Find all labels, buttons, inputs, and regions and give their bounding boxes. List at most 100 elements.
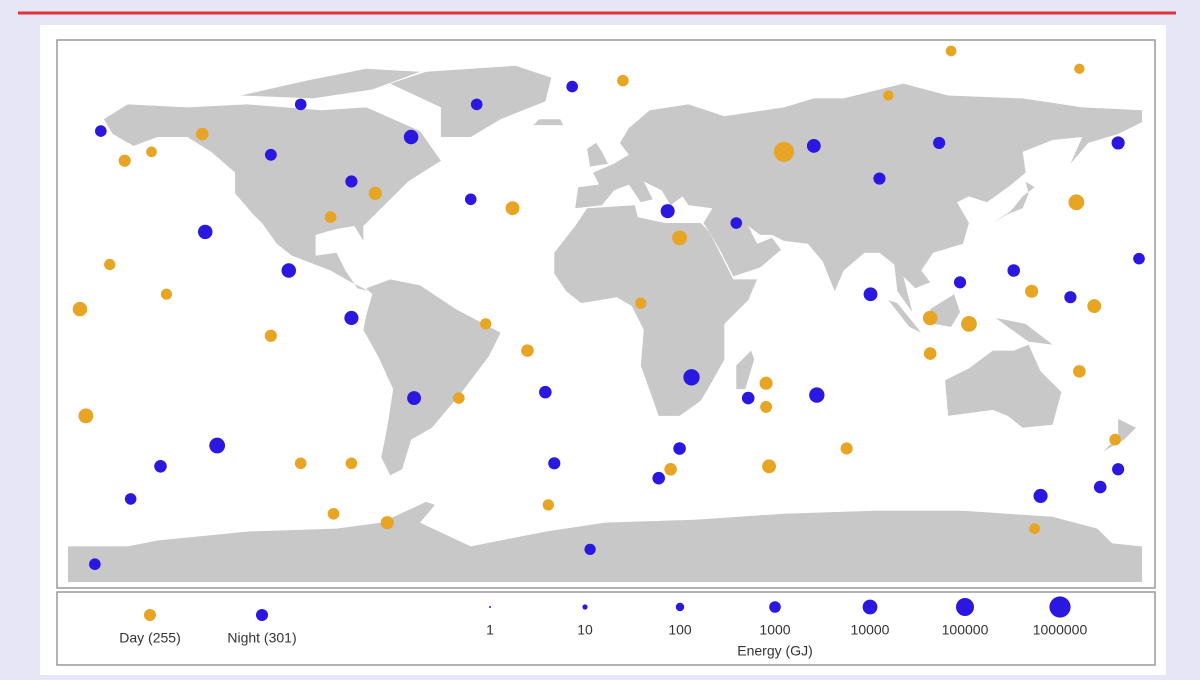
event-dot (1112, 463, 1125, 476)
event-dot (1073, 365, 1086, 378)
event-dot (78, 408, 94, 424)
size-key-dot (769, 601, 781, 613)
size-key-label: 10 (577, 622, 593, 638)
event-dot (566, 80, 578, 93)
event-dot (840, 442, 853, 455)
event-dot (505, 201, 520, 216)
event-dot (294, 457, 307, 470)
event-dot (1068, 194, 1085, 211)
event-dot (264, 329, 277, 342)
event-dot (863, 287, 878, 302)
event-dot (660, 204, 675, 219)
event-dot (759, 376, 773, 390)
event-dot (922, 310, 938, 326)
event-dot (923, 347, 937, 360)
size-key-label: 10000 (851, 622, 890, 638)
event-dot (89, 558, 101, 570)
event-dot (104, 258, 116, 271)
event-dot (741, 391, 755, 405)
legend-swatch (256, 609, 268, 621)
legend-label: Day (255) (119, 630, 180, 646)
event-dot (380, 516, 394, 530)
event-dot (672, 230, 687, 246)
event-dot (464, 193, 477, 206)
event-dot (407, 391, 421, 405)
size-key-dot (489, 606, 491, 608)
event-dot (1007, 264, 1020, 277)
size-key-dot (675, 602, 685, 612)
size-key-dot (582, 604, 588, 610)
event-dot (1033, 488, 1048, 504)
event-dot (294, 98, 307, 111)
event-dot (470, 98, 483, 111)
event-dot (403, 129, 419, 145)
landmass (992, 181, 1035, 224)
landmass (533, 119, 564, 126)
event-dot (1074, 63, 1085, 74)
event-dot (453, 392, 465, 404)
event-dot (480, 318, 492, 330)
land (68, 65, 1142, 582)
landmass (68, 501, 1142, 582)
event-dot (124, 493, 137, 505)
size-key-label: 100000 (942, 622, 989, 638)
event-dot (1109, 433, 1121, 446)
event-dot (548, 457, 561, 470)
legend-swatch (144, 609, 156, 621)
landmass (390, 65, 552, 137)
landmass (995, 317, 1053, 345)
points (72, 45, 1145, 570)
event-dot (673, 442, 686, 455)
size-key-label: 1000000 (1033, 622, 1088, 638)
event-dot (1064, 291, 1077, 304)
size-key-label: 1000 (759, 622, 790, 638)
event-dot (1087, 299, 1102, 314)
legend: Day (255) Night (301) 1 10 100 1000 10000 10000… (119, 596, 1088, 659)
landmass (945, 344, 1062, 428)
event-dot (809, 387, 825, 403)
landmass (363, 279, 501, 476)
event-dot (327, 507, 340, 520)
size-key-dot (862, 599, 878, 615)
landmass (575, 83, 1142, 313)
event-dot (281, 263, 297, 278)
event-dot (760, 401, 773, 413)
landmass (241, 68, 421, 99)
size-key-label: 100 (668, 622, 692, 638)
landmass (888, 300, 922, 333)
event-dot (617, 74, 629, 87)
landmass (554, 205, 758, 416)
event-dot (521, 344, 534, 357)
event-dot (344, 310, 359, 326)
event-dot (1111, 136, 1125, 150)
legend-frame (56, 591, 1156, 666)
event-dot (368, 186, 382, 200)
landmass (103, 104, 441, 292)
event-dot (652, 471, 665, 485)
landmass (587, 142, 608, 167)
size-key-dot (956, 598, 974, 616)
event-dot (773, 141, 795, 162)
event-dot (1029, 523, 1040, 534)
event-dot (806, 138, 821, 153)
event-dot (873, 172, 886, 185)
event-dot (933, 136, 946, 150)
event-dot (95, 125, 107, 137)
event-dot (1093, 480, 1107, 494)
event-dot (683, 369, 700, 386)
event-dot (146, 146, 157, 158)
event-dot (324, 211, 337, 223)
event-dot (1025, 284, 1039, 298)
size-legend-title: Energy (GJ) (737, 643, 812, 659)
event-dot (953, 276, 967, 289)
event-dot (762, 459, 777, 474)
event-dot (635, 297, 647, 309)
event-dot (730, 217, 743, 229)
event-dot (345, 175, 358, 188)
size-key-label: 1 (486, 622, 494, 638)
event-dot (209, 437, 226, 454)
event-dot (584, 543, 596, 556)
event-dot (72, 301, 88, 317)
